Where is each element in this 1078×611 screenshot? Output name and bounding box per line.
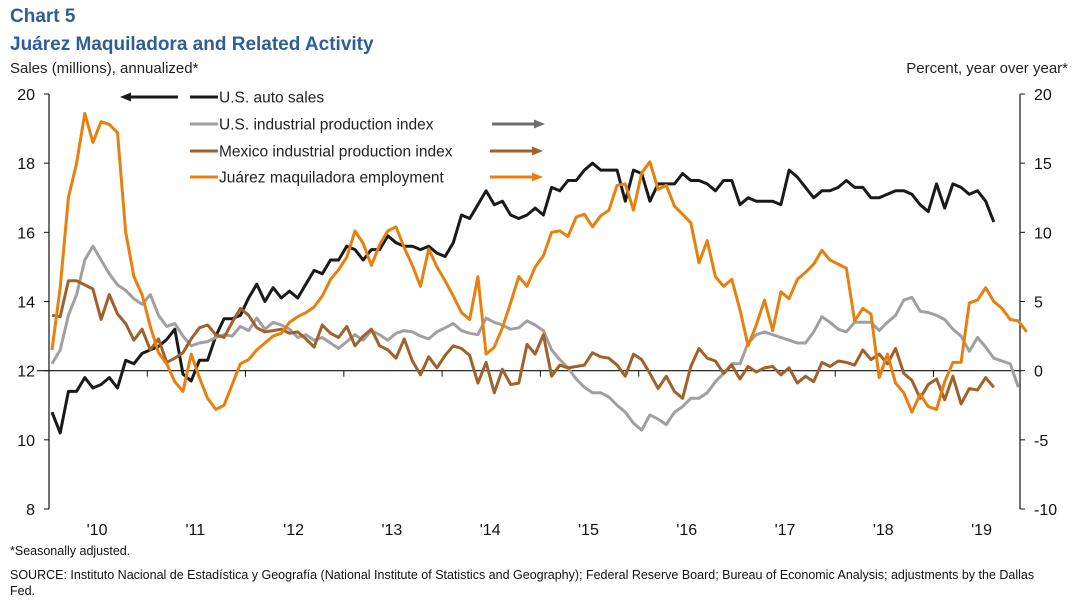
series-line-1: [50, 161, 996, 435]
left-axis-tick-label: 8: [26, 502, 35, 519]
series-line-2: [50, 244, 1020, 432]
x-axis-tick-label: '12: [283, 522, 304, 539]
right-axis-tick-label: -5: [1034, 433, 1048, 450]
right-axis-tick-label: 20: [1034, 87, 1052, 104]
left-axis-tick-label: 10: [17, 433, 35, 450]
x-axis-tick-label: '16: [676, 522, 697, 539]
x-axis-tick-label: '10: [87, 522, 108, 539]
x-axis-tick-label: '14: [480, 522, 501, 539]
x-axis-tick-label: '11: [185, 522, 205, 539]
x-axis-tick-label: '19: [971, 522, 992, 539]
left-axis-tick-label: 20: [17, 87, 35, 104]
chart-number: Chart 5: [10, 6, 76, 27]
x-axis-tick-label: '13: [381, 522, 402, 539]
legend-arrowhead-icon: [534, 119, 545, 129]
x-axis-tick-label: '15: [578, 522, 599, 539]
legend-label: U.S. auto sales: [219, 90, 324, 107]
right-axis-tick-label: 0: [1034, 364, 1043, 381]
series-line-4: [50, 111, 1028, 414]
left-axis-tick-label: 12: [17, 364, 35, 381]
legend-label: Mexico industrial production index: [219, 144, 453, 161]
right-axis-tick-label: 5: [1034, 295, 1043, 312]
left-axis-tick-label: 14: [17, 295, 35, 312]
right-axis-unit-label: Percent, year over year*: [906, 60, 1068, 77]
left-axis-tick-label: 16: [17, 225, 35, 242]
legend-arrowhead-icon: [532, 172, 543, 182]
x-axis-tick-label: '17: [775, 522, 796, 539]
legend-label: U.S. industrial production index: [219, 117, 434, 134]
left-axis-tick-label: 18: [17, 156, 35, 173]
left-axis-unit-label: Sales (millions), annualized*: [10, 60, 199, 77]
chart-title: Juárez Maquiladora and Related Activity: [10, 34, 374, 55]
legend-label: Juárez maquiladora employment: [219, 170, 445, 187]
legend-arrowhead-icon: [532, 146, 543, 156]
legend-arrowhead-icon: [120, 92, 131, 102]
right-axis-tick-label: -10: [1034, 502, 1057, 519]
right-axis-tick-label: 10: [1034, 225, 1052, 242]
source-note: SOURCE: Instituto Nacional de Estadístic…: [10, 568, 1035, 598]
footnote: *Seasonally adjusted.: [10, 544, 131, 558]
series-line-3: [51, 279, 995, 406]
x-axis-tick-label: '18: [873, 522, 894, 539]
right-axis-tick-label: 15: [1034, 156, 1052, 173]
